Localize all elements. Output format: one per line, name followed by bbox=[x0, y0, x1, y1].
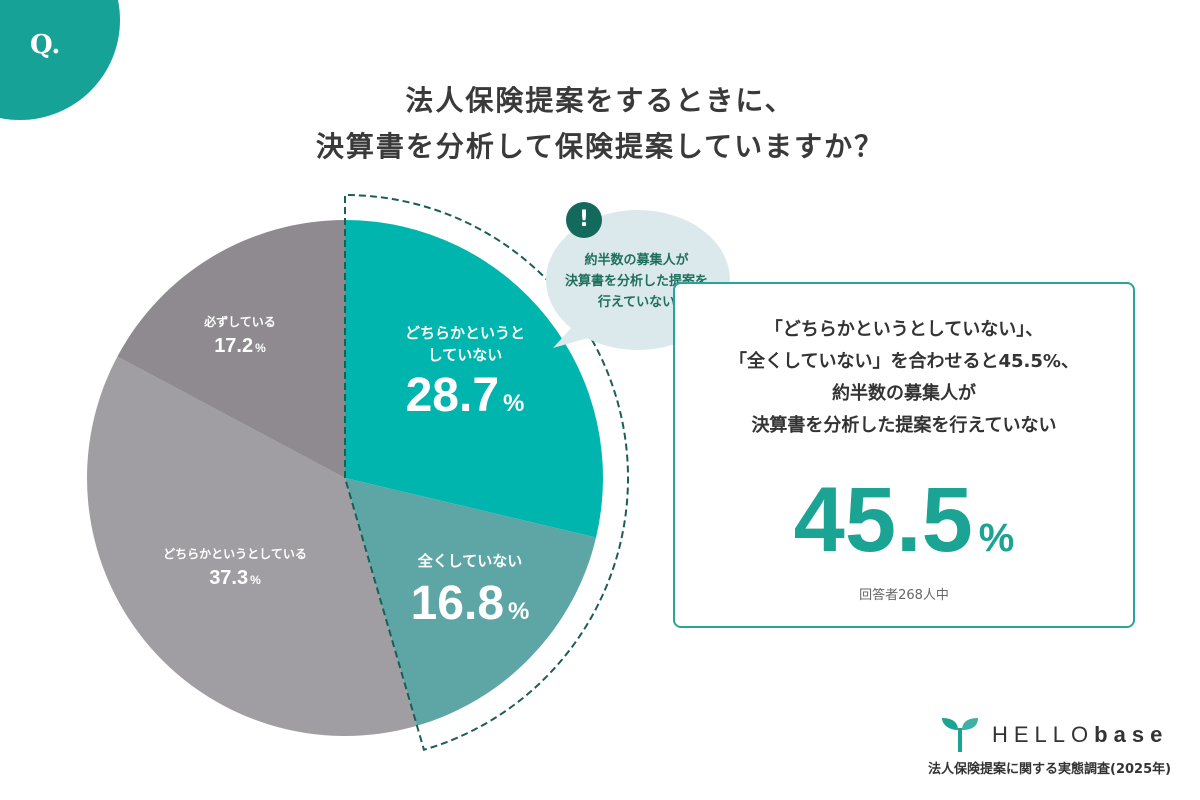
pie-slice bbox=[345, 478, 597, 726]
title-line-1: 法人保険提案をするときに、 bbox=[405, 84, 795, 117]
title-line-2: 決算書を分析して保険提案していますか？ bbox=[315, 130, 885, 163]
slice-caption: 全くしていない bbox=[417, 552, 523, 570]
pie-slice bbox=[117, 219, 345, 478]
slice-caption: していない bbox=[427, 346, 503, 364]
slice-value: 16.8% bbox=[410, 577, 530, 630]
slice-label-not-at-all: 全くしていない 16.8% bbox=[385, 548, 555, 642]
respondent-count: 回答者268人中 bbox=[859, 588, 949, 603]
slice-label-always: 必ずしている 17.2% bbox=[180, 312, 300, 362]
summary-text: 「どちらかというとしていない」、 「全くしていない」を合わせると45.5%、 約… bbox=[729, 319, 1079, 436]
sprout-logo-icon bbox=[942, 718, 978, 752]
slice-label-somewhat-not: どちらかというと していない 28.7% bbox=[375, 322, 555, 434]
slice-value: 28.7% bbox=[405, 369, 525, 422]
survey-source: 法人保険提案に関する実態調査(2025年) bbox=[928, 762, 1172, 777]
summary-box: 「どちらかというとしていない」、 「全くしていない」を合わせると45.5%、 約… bbox=[673, 282, 1135, 628]
callout-text: 約半数の募集人が 決算書を分析した提案を 行えていない bbox=[564, 253, 708, 310]
exclamation-icon: ! bbox=[566, 202, 602, 238]
slice-label-somewhat-do: どちらかというとしている 37.3% bbox=[140, 544, 330, 594]
slice-caption: どちらかというとしている bbox=[163, 547, 307, 561]
slice-caption: どちらかというと bbox=[404, 324, 525, 342]
summary-big-value: 45.5% bbox=[793, 469, 1015, 571]
highlight-dashed-outline bbox=[344, 193, 629, 752]
question-badge-label: Q. bbox=[30, 30, 61, 60]
slice-value: 17.2% bbox=[214, 335, 266, 357]
brand-logo-text: HELLObase bbox=[992, 722, 1169, 747]
pie-slice bbox=[345, 220, 603, 538]
page-title: 法人保険提案をするときに、 決算書を分析して保険提案していますか？ bbox=[0, 78, 1200, 170]
pie-slice bbox=[87, 356, 417, 736]
slice-value: 37.3% bbox=[209, 567, 261, 589]
slice-caption: 必ずしている bbox=[204, 315, 276, 329]
